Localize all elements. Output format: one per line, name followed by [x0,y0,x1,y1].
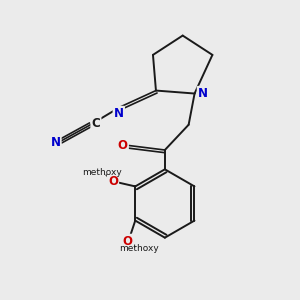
Text: N: N [50,136,61,149]
Text: O: O [123,235,133,248]
Text: N: N [114,107,124,120]
Text: methoxy: methoxy [119,244,159,253]
Text: O: O [108,175,118,188]
Text: methoxy: methoxy [82,168,122,177]
Text: C: C [92,117,100,130]
Text: O: O [118,139,128,152]
Text: N: N [198,87,208,100]
